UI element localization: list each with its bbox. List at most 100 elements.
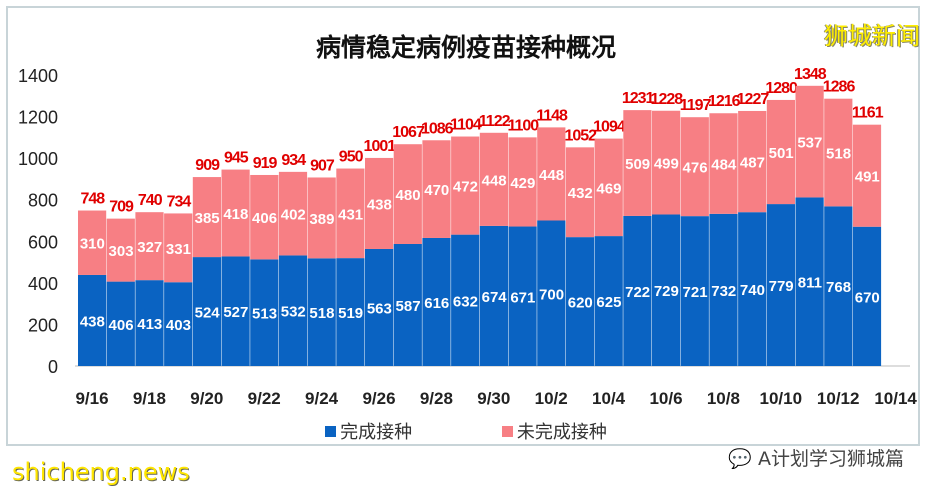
legend-label: 完成接种	[340, 422, 413, 443]
data-label-total: 1348	[794, 66, 827, 83]
data-label-total: 1100	[507, 117, 539, 134]
x-tick-label: 10/14	[874, 389, 917, 408]
bar-complete	[852, 226, 882, 366]
data-label-total: 909	[195, 157, 220, 174]
bar-complete	[652, 214, 681, 366]
data-label-total: 950	[339, 149, 364, 166]
data-label-incomplete: 470	[424, 182, 449, 199]
y-tick-label: 1000	[18, 149, 58, 169]
x-tick-label: 9/28	[420, 389, 453, 408]
bar-incomplete	[709, 113, 738, 214]
bar-incomplete	[164, 213, 193, 283]
data-label-incomplete: 480	[396, 187, 421, 204]
bar-complete	[766, 204, 795, 366]
data-label-total: 1280	[765, 80, 798, 97]
data-label-total: 1231	[622, 90, 655, 107]
bar-incomplete	[738, 110, 767, 213]
bar-complete	[795, 197, 824, 366]
bar-incomplete	[795, 85, 824, 198]
data-label-total: 907	[310, 157, 335, 174]
data-label-total: 1052	[564, 127, 597, 144]
data-label-complete: 722	[625, 284, 650, 301]
data-label-complete: 670	[855, 289, 880, 306]
data-label-total: 734	[167, 193, 192, 210]
bar-complete	[709, 213, 738, 366]
data-label-incomplete: 327	[137, 239, 162, 256]
x-tick-label: 9/18	[133, 389, 166, 408]
data-label-complete: 671	[510, 289, 535, 306]
data-label-total: 1197	[680, 97, 712, 114]
wechat-icon: 💬	[728, 448, 752, 470]
wechat-source: 💬 A计划学习狮城篇	[728, 444, 904, 471]
data-label-incomplete: 418	[223, 206, 248, 223]
data-label-incomplete: 303	[109, 243, 134, 260]
bar-incomplete	[336, 168, 365, 259]
data-label-complete: 518	[309, 305, 334, 322]
bar-complete	[422, 237, 451, 366]
data-label-total: 919	[253, 155, 278, 172]
bar-complete	[479, 225, 508, 366]
data-label-incomplete: 501	[769, 145, 794, 162]
bar-incomplete	[652, 110, 681, 215]
data-label-complete: 519	[338, 305, 363, 322]
data-label-incomplete: 385	[195, 210, 220, 227]
x-tick-label: 9/16	[75, 389, 108, 408]
data-label-complete: 674	[482, 289, 508, 306]
x-tick-label: 9/30	[477, 389, 510, 408]
x-tick-label: 10/10	[760, 389, 803, 408]
data-label-incomplete: 469	[596, 180, 621, 197]
bar-complete	[192, 257, 221, 366]
data-label-total: 709	[109, 199, 134, 216]
bar-incomplete	[852, 124, 882, 227]
data-label-total: 1228	[651, 91, 684, 108]
data-label-incomplete: 406	[252, 210, 277, 227]
data-label-total: 1148	[536, 107, 568, 124]
data-label-total: 1227	[737, 91, 770, 108]
bar-complete	[221, 256, 250, 366]
legend-swatch	[501, 426, 513, 437]
data-label-complete: 563	[367, 300, 392, 317]
data-label-total: 740	[138, 192, 163, 209]
bar-incomplete	[422, 140, 451, 238]
bar-complete	[565, 237, 595, 366]
data-label-incomplete: 310	[80, 236, 105, 253]
data-label-complete: 721	[683, 284, 708, 301]
wechat-account: A计划学习狮城篇	[758, 448, 904, 470]
x-tick-label: 10/12	[817, 389, 860, 408]
data-label-total: 748	[80, 191, 105, 208]
bar-complete	[278, 255, 308, 366]
data-label-complete: 729	[654, 283, 679, 300]
data-label-complete: 616	[424, 295, 449, 312]
data-label-total: 1286	[823, 79, 856, 96]
y-tick-label: 400	[28, 274, 58, 294]
legend-label: 未完成接种	[516, 422, 607, 443]
data-label-total: 1216	[708, 93, 741, 110]
legend-item-complete: 完成接种	[325, 418, 412, 444]
bar-complete	[680, 216, 709, 366]
bar-complete	[135, 280, 164, 366]
data-label-incomplete: 331	[166, 241, 191, 258]
data-label-complete: 403	[166, 317, 191, 334]
x-tick-label: 10/4	[592, 389, 626, 408]
bar-incomplete	[135, 212, 164, 281]
data-label-incomplete: 476	[683, 160, 708, 177]
data-label-incomplete: 429	[510, 175, 535, 192]
data-label-incomplete: 402	[281, 207, 306, 224]
bar-incomplete	[221, 169, 250, 257]
data-label-incomplete: 499	[654, 156, 679, 173]
data-label-total: 1094	[593, 119, 626, 136]
data-label-total: 1161	[852, 105, 884, 122]
bar-incomplete	[307, 177, 336, 259]
data-label-incomplete: 431	[338, 206, 363, 223]
bar-incomplete	[680, 117, 709, 217]
data-label-incomplete: 484	[711, 157, 737, 174]
data-label-incomplete: 448	[539, 167, 564, 184]
bar-incomplete	[594, 138, 623, 237]
bar-incomplete	[250, 174, 279, 260]
bar-complete	[451, 234, 480, 366]
data-label-complete: 779	[769, 278, 794, 295]
bar-incomplete	[278, 171, 308, 256]
y-tick-label: 200	[28, 315, 58, 335]
data-label-incomplete: 509	[625, 156, 650, 173]
x-tick-label: 9/24	[305, 389, 339, 408]
